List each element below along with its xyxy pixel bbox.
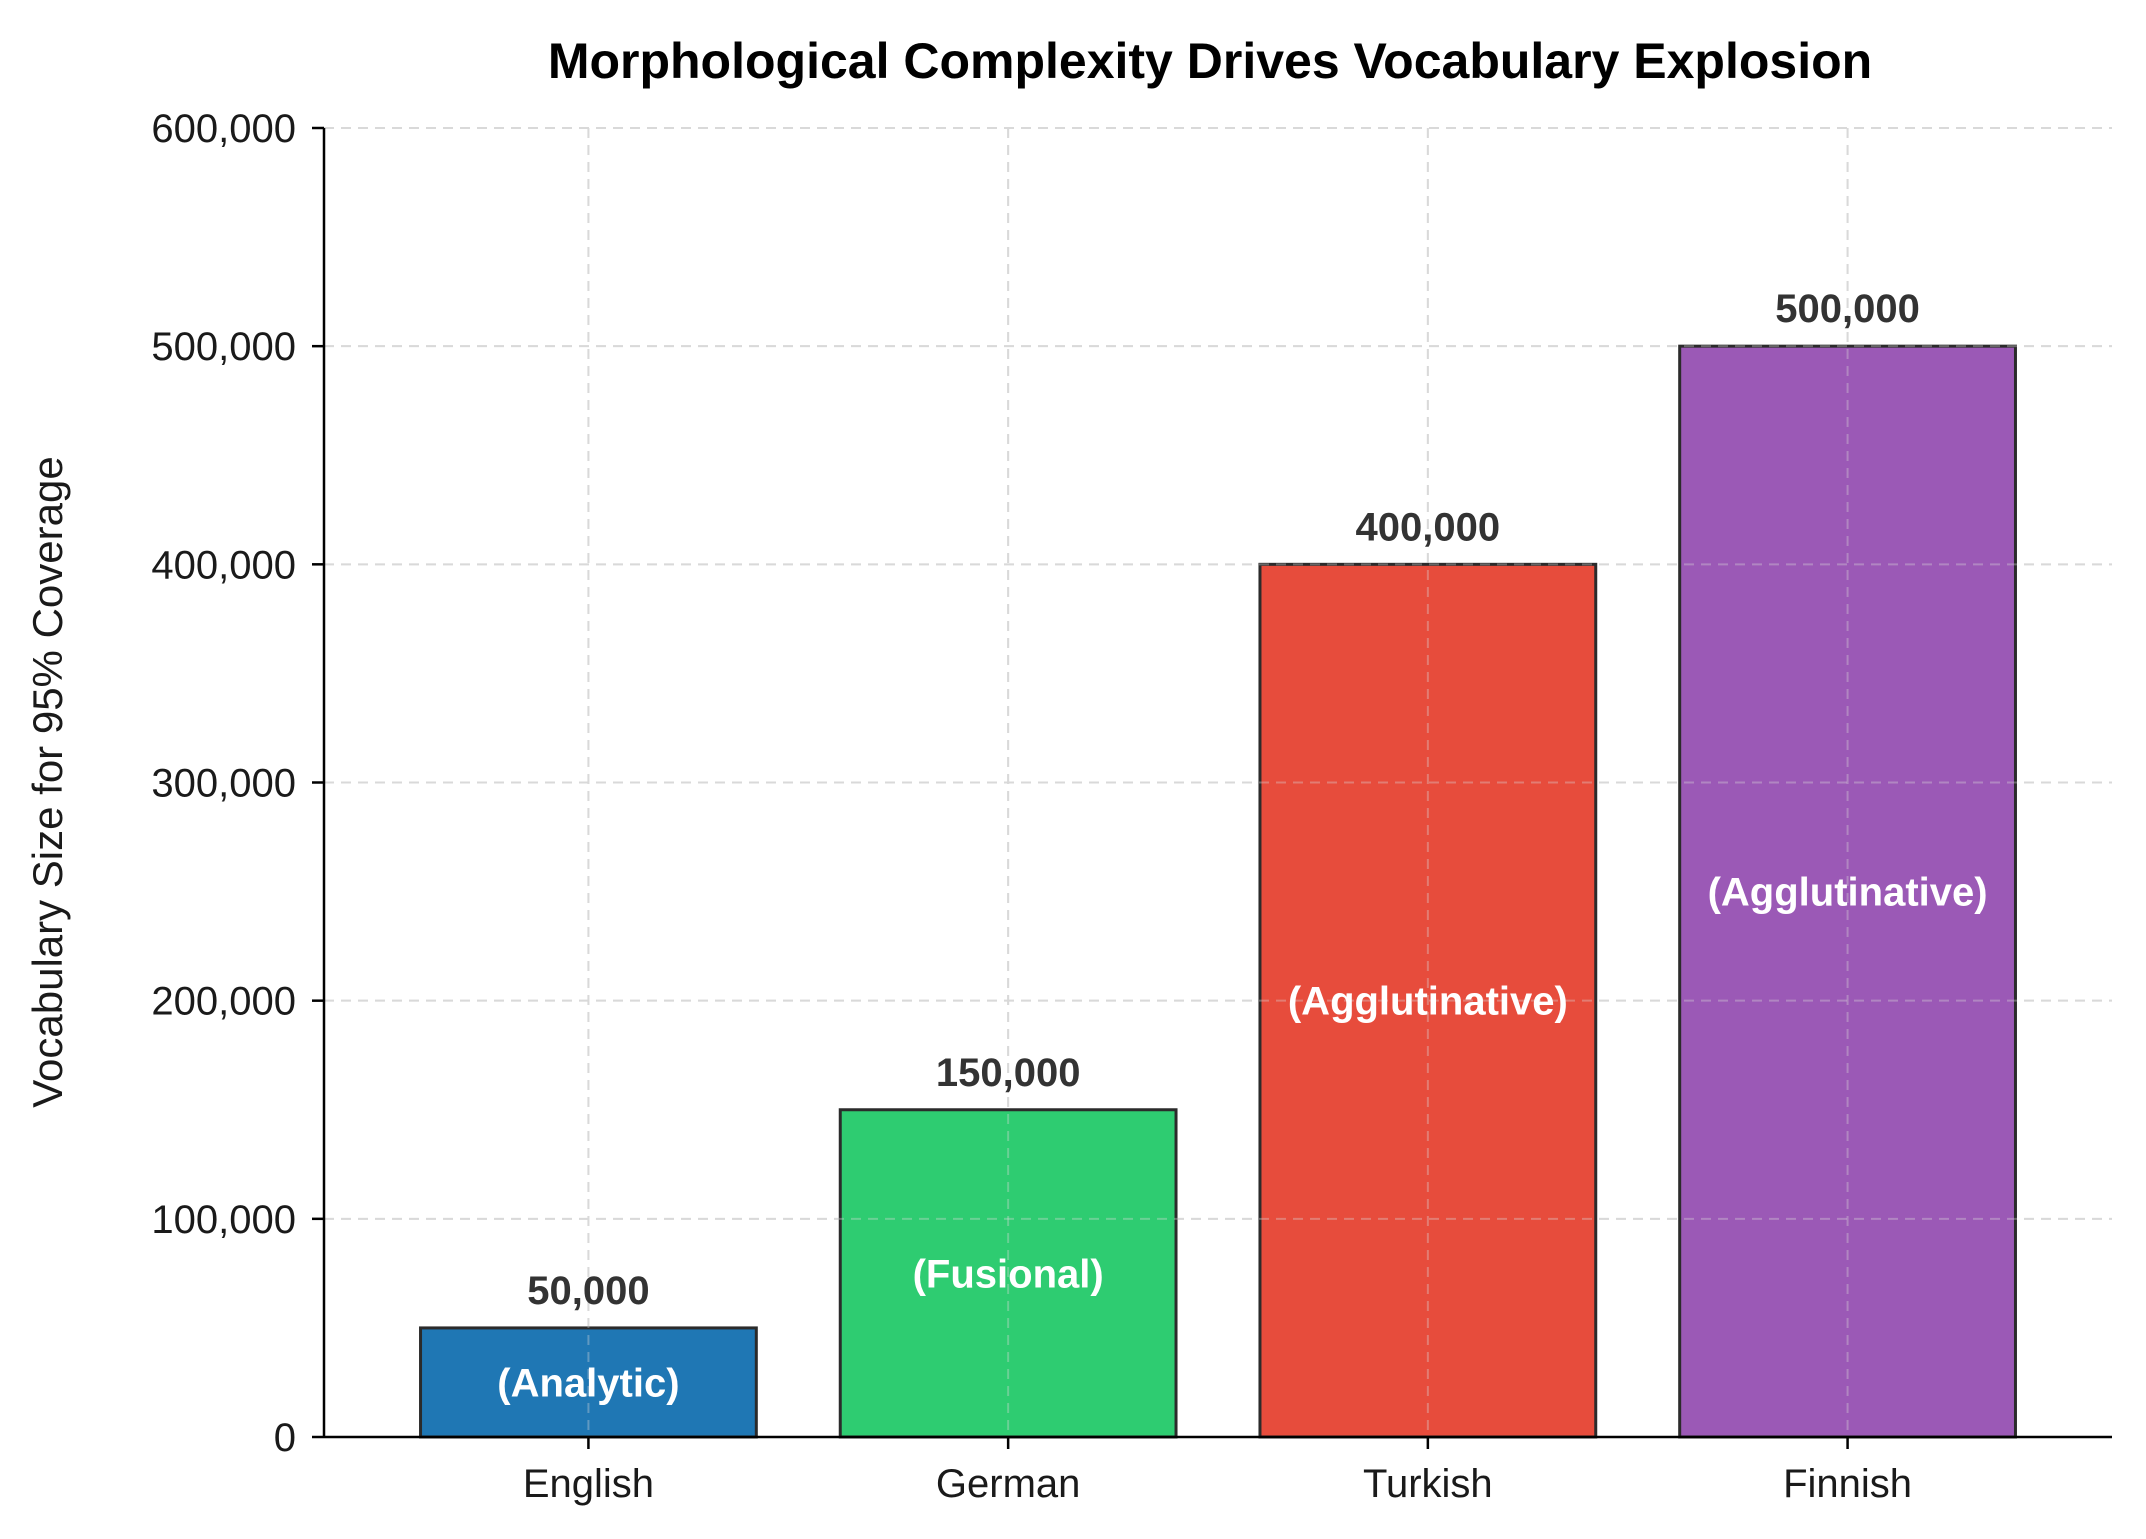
y-tick-label: 300,000 [151,762,296,806]
chart-title: Morphological Complexity Drives Vocabula… [548,33,1872,89]
bar-annotation-finnish: (Agglutinative) [1708,871,1988,915]
x-tick-label-english: English [523,1462,654,1506]
value-label-finnish: 500,000 [1775,287,1920,331]
y-tick-label: 0 [274,1416,296,1460]
bar-german [838,1108,1178,1439]
bars-layer [324,127,2112,1439]
bar-english [419,1326,758,1439]
value-label-english: 50,000 [527,1269,649,1313]
y-tick-label: 400,000 [151,543,296,587]
x-tick-label-turkish: Turkish [1363,1462,1493,1506]
bar-annotation-english: (Analytic) [497,1361,679,1405]
y-tick-label: 500,000 [151,325,296,369]
y-axis-label: Vocabulary Size for 95% Coverage [24,456,71,1107]
y-tick-label: 100,000 [151,1198,296,1242]
bar-turkish [1258,562,1598,1439]
y-tick-label: 200,000 [151,980,296,1024]
labels-layer: 0 100,000 200,000 300,000 400,000 500,000 600,… [151,107,1987,1506]
bar-annotation-german: (Fusional) [913,1252,1104,1296]
x-tick-label-finnish: Finnish [1783,1462,1912,1506]
value-label-turkish: 400,000 [1356,505,1501,549]
y-tick-label: 600,000 [151,107,296,151]
axes-layer [312,126,2112,1449]
bar-finnish [1678,344,2017,1439]
bar-annotation-turkish: (Agglutinative) [1288,980,1568,1024]
value-label-german: 150,000 [936,1051,1081,1095]
x-tick-label-german: German [936,1462,1081,1506]
